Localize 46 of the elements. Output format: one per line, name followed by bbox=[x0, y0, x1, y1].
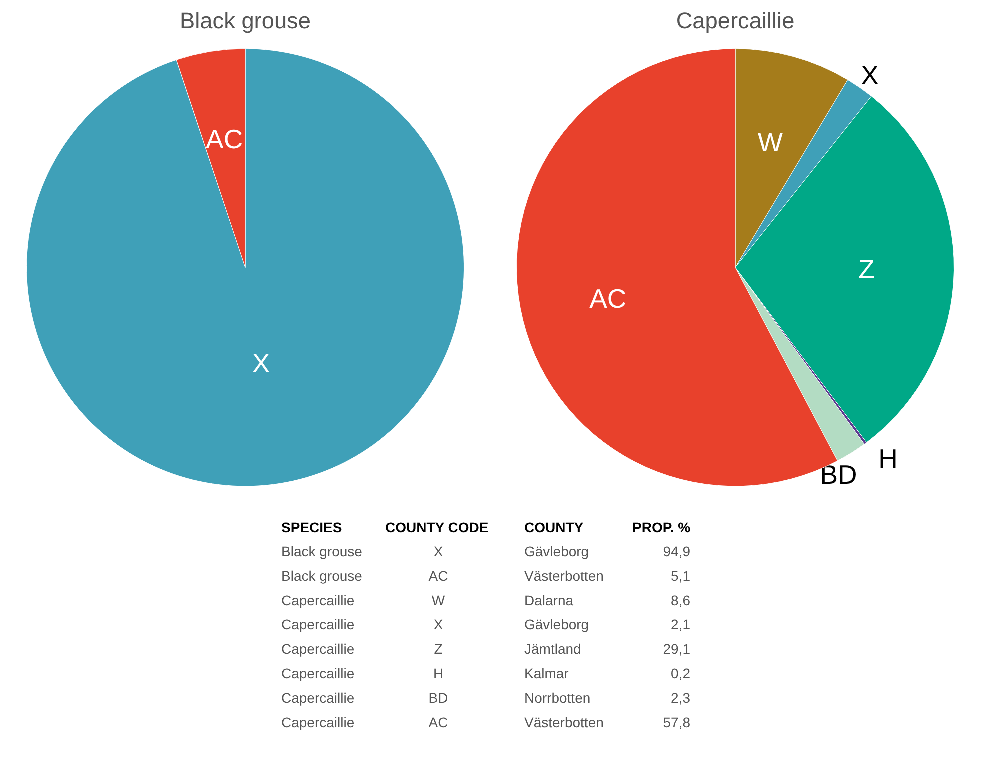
category-label: COUNTY bbox=[524, 520, 584, 536]
text: 29,1 bbox=[663, 641, 691, 658]
text: W bbox=[432, 592, 446, 608]
text: Gävleborg bbox=[524, 616, 590, 633]
slice-label: AC bbox=[206, 124, 244, 155]
text: Västerbotten bbox=[524, 714, 604, 730]
text: Black grouse bbox=[282, 568, 363, 584]
text: Capercaillie bbox=[282, 666, 355, 682]
text: 0,2 bbox=[671, 666, 691, 682]
slice-label: H bbox=[878, 444, 898, 474]
text: 5,1 bbox=[671, 568, 691, 584]
text: Capercaillie bbox=[282, 592, 355, 608]
slice-label: X bbox=[252, 348, 270, 379]
text: BD bbox=[428, 690, 448, 706]
slice-label: Z bbox=[858, 254, 875, 285]
text: 94,9 bbox=[663, 544, 691, 560]
text: 2,1 bbox=[671, 616, 691, 633]
text: Capercaillie bbox=[282, 690, 355, 706]
chart-title: Capercaillie bbox=[676, 8, 795, 34]
text: Capercaillie bbox=[282, 616, 355, 633]
text: Capercaillie bbox=[282, 714, 355, 730]
text: Dalarna bbox=[524, 592, 574, 608]
category-label: COUNTY CODE bbox=[386, 520, 489, 536]
text: X bbox=[434, 616, 444, 633]
text: H bbox=[433, 666, 444, 682]
text: Z bbox=[434, 641, 444, 658]
text: Gävleborg bbox=[524, 544, 590, 560]
chart-title: Black grouse bbox=[180, 8, 311, 34]
text: 57,8 bbox=[663, 714, 691, 730]
category-label: PROP. % bbox=[632, 520, 692, 536]
category-label: SPECIES bbox=[282, 520, 342, 536]
text: Black grouse bbox=[282, 544, 363, 560]
slice-label: X bbox=[861, 60, 880, 91]
text: 2,3 bbox=[671, 690, 691, 706]
text: AC bbox=[428, 568, 448, 584]
text: Capercaillie bbox=[282, 641, 355, 658]
slice-label: W bbox=[758, 128, 784, 158]
text: Västerbotten bbox=[524, 568, 604, 584]
text: Kalmar bbox=[524, 666, 570, 682]
slice-label: AC bbox=[590, 284, 627, 314]
slice-label: BD bbox=[820, 460, 858, 490]
text: 8,6 bbox=[671, 592, 691, 608]
text: Norrbotten bbox=[524, 690, 591, 706]
text: Jämtland bbox=[524, 641, 582, 658]
text: X bbox=[434, 544, 444, 560]
text: AC bbox=[428, 714, 448, 730]
